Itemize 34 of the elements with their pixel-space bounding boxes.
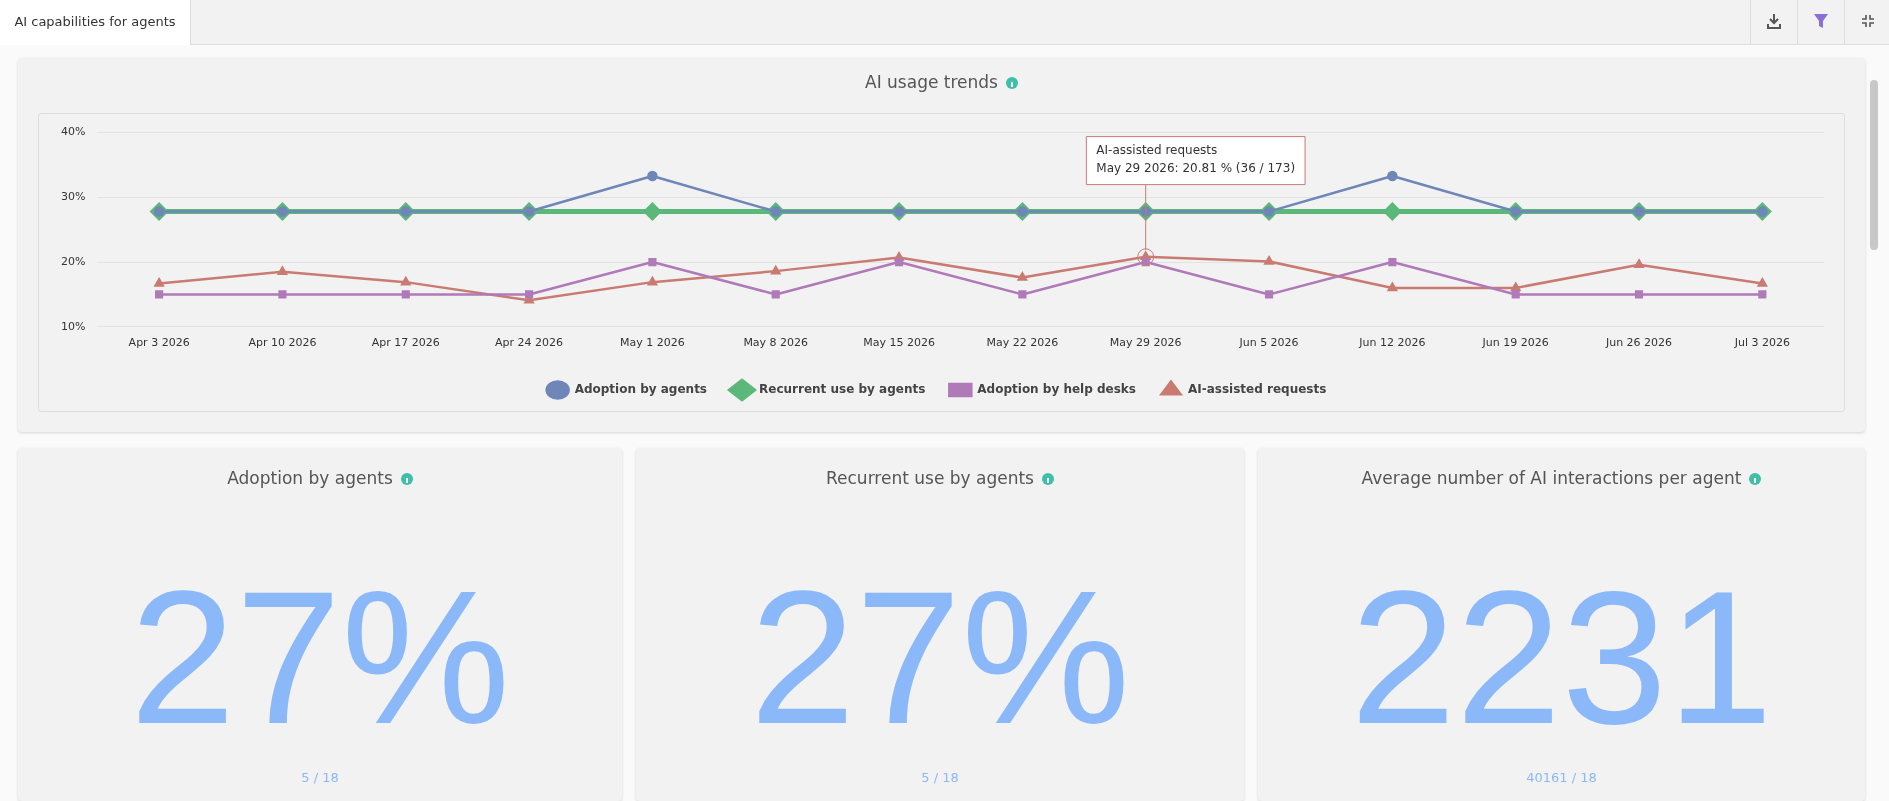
annotation: AI-assisted requests May 29 2026: 20.81 % (36 / 173) xyxy=(1096,142,1296,175)
legend-label: Adoption by help desks xyxy=(977,382,1136,397)
y-tick-label: 30% xyxy=(61,190,86,204)
text: 27% xyxy=(748,550,1132,765)
x-tick-label: May 1 2026 xyxy=(620,336,685,350)
text: Average number of AI interactions per agent xyxy=(1361,468,1742,488)
text: Adoption by agents xyxy=(227,468,393,488)
text: 5 / 18 xyxy=(920,770,960,785)
y-tick-label: 10% xyxy=(61,319,86,333)
x-tick-label: May 8 2026 xyxy=(743,336,809,350)
x-tick-label: Jun 5 2026 xyxy=(1238,336,1299,350)
x-tick-label: Apr 10 2026 xyxy=(248,336,317,350)
chart-title: AI usage trends xyxy=(865,72,998,92)
text: Recurrent use by agents xyxy=(826,468,1034,488)
x-tick-label: Apr 3 2026 xyxy=(128,336,190,350)
x-tick-label: May 15 2026 xyxy=(863,336,935,350)
y-tick-label: 40% xyxy=(61,125,86,139)
x-tick-label: Apr 17 2026 xyxy=(371,336,440,350)
x-tick-label: May 29 2026 xyxy=(1109,336,1182,350)
text: AI capabilities for agents xyxy=(0,0,191,45)
text: 5 / 18 xyxy=(300,770,340,785)
legend-label: AI-assisted requests xyxy=(1187,382,1327,397)
x-tick-label: Jun 19 2026 xyxy=(1481,336,1549,350)
legend-label: Recurrent use by agents xyxy=(759,382,926,397)
text: 27% xyxy=(128,550,512,765)
y-tick-label: 20% xyxy=(61,254,86,268)
x-tick-label: Jul 3 2026 xyxy=(1733,336,1790,350)
x-tick-label: May 22 2026 xyxy=(986,336,1059,350)
text: 40161 / 18 xyxy=(1525,770,1598,785)
legend-label: Adoption by agents xyxy=(574,382,708,397)
x-tick-label: Apr 24 2026 xyxy=(495,336,564,350)
text: 2231 xyxy=(1349,550,1774,765)
x-tick-label: Jun 12 2026 xyxy=(1358,336,1426,350)
x-tick-label: Jun 26 2026 xyxy=(1604,336,1673,350)
